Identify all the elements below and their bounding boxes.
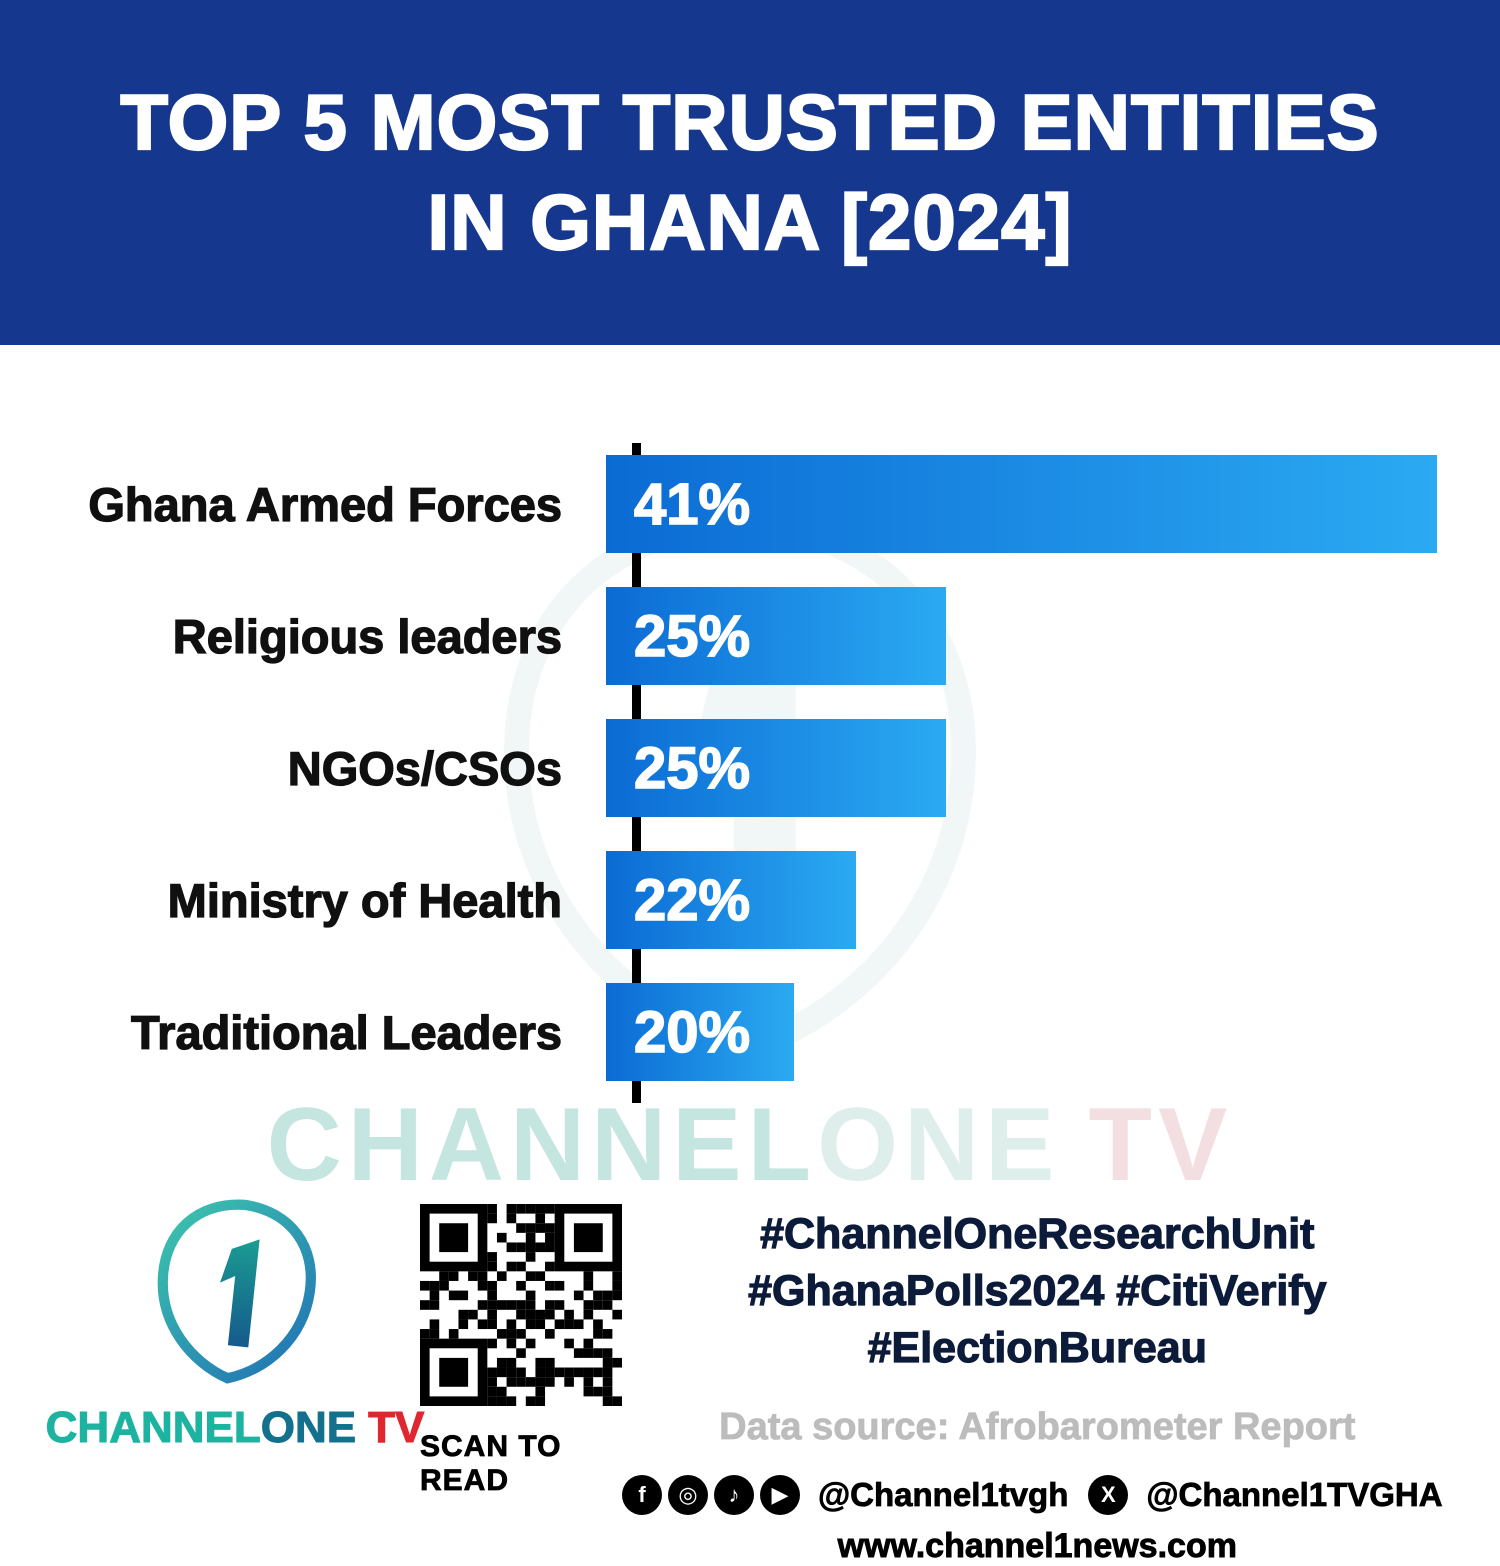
bar-category-label: Ghana Armed Forces: [88, 477, 563, 531]
data-source-text: Data source: Afrobarometer Report: [719, 1406, 1356, 1449]
social-handle-main: @Channel1tvgh: [818, 1476, 1069, 1514]
bar-category-label: Religious leaders: [172, 609, 563, 663]
bar-religious-leaders: 25%: [606, 587, 946, 685]
facebook-icon: f: [622, 1475, 662, 1516]
hashtags-line3: #ElectionBureau: [867, 1323, 1208, 1372]
social-icon-group: f ◎ ♪ ▶: [622, 1475, 800, 1516]
instagram-icon: ◎: [668, 1475, 708, 1516]
website-url: www.channel1news.com: [837, 1527, 1237, 1566]
bar-chart: Ghana Armed Forces 41% Religious leaders…: [0, 443, 1500, 1103]
bar-value-label: 25%: [633, 735, 751, 802]
qr-code: [420, 1204, 622, 1406]
bar-track: 25%: [606, 587, 1500, 685]
channel-one-logo-block: CHANNELONE TV: [45, 1190, 425, 1453]
bar-value-label: 22%: [633, 867, 751, 934]
tiktok-icon: ♪: [714, 1475, 754, 1516]
brand-tv: TV: [368, 1403, 425, 1453]
page-title-line1: TOP 5 MOST TRUSTED ENTITIES: [119, 77, 1380, 167]
youtube-icon: ▶: [760, 1475, 800, 1516]
bar-category-label: Ministry of Health: [167, 873, 563, 927]
bar-track: 22%: [606, 851, 1500, 949]
bar-ghana-armed-forces: 41%: [606, 455, 1438, 553]
hashtags-line1: #ChannelOneResearchUnit: [759, 1209, 1315, 1258]
bar-row-3: Ministry of Health 22%: [0, 851, 1500, 949]
bar-value-label: 25%: [633, 603, 751, 670]
watermark-tv: TV: [1088, 1087, 1234, 1203]
brand-watermark-text: CHANNELONE TV: [0, 1086, 1500, 1205]
bar-ngos-csos: 25%: [606, 719, 946, 817]
bar-row-4: Traditional Leaders 20%: [0, 983, 1500, 1081]
bar-row-2: NGOs/CSOs 25%: [0, 719, 1500, 817]
footer-info: #ChannelOneResearchUnit #GhanaPolls2024 …: [622, 1190, 1453, 1566]
bar-ministry-of-health: 22%: [606, 851, 857, 949]
bar-row-1: Religious leaders 25%: [0, 587, 1500, 685]
bar-track: 41%: [606, 455, 1500, 553]
brand-channel: CHANNEL: [45, 1403, 261, 1453]
social-handle-x: @Channel1TVGHA: [1146, 1476, 1443, 1514]
bar-track: 25%: [606, 719, 1500, 817]
bar-traditional-leaders: 20%: [606, 983, 794, 1081]
watermark-channel: CHANNEL: [266, 1087, 818, 1203]
watermark-one: ONE: [817, 1087, 1061, 1203]
bar-category-label: NGOs/CSOs: [287, 741, 563, 795]
qr-block: SCAN TO READ: [420, 1190, 622, 1498]
hashtags-line2: #GhanaPolls2024 #CitiVerify: [747, 1266, 1327, 1315]
bar-value-label: 41%: [633, 471, 751, 538]
bar-value-label: 20%: [633, 999, 751, 1066]
page-title-line2: IN GHANA [2024]: [426, 176, 1073, 266]
brand-one: ONE: [260, 1403, 357, 1453]
x-icon: X: [1088, 1475, 1129, 1516]
bar-category-label: Traditional Leaders: [130, 1005, 562, 1059]
bar-row-0: Ghana Armed Forces 41%: [0, 455, 1500, 553]
footer: CHANNELONE TV SCAN TO READ #ChannelOneRes…: [45, 1190, 1453, 1566]
social-row: f ◎ ♪ ▶ @Channel1tvgh X @Channel1TVGHA: [622, 1475, 1453, 1516]
qr-caption: SCAN TO READ: [420, 1430, 562, 1498]
bar-track: 20%: [606, 983, 1500, 1081]
header-banner: TOP 5 MOST TRUSTED ENTITIES IN GHANA [20…: [0, 0, 1500, 345]
brand-wordmark: CHANNELONE TV: [45, 1403, 425, 1453]
channel-one-logo-icon: [157, 1199, 316, 1384]
